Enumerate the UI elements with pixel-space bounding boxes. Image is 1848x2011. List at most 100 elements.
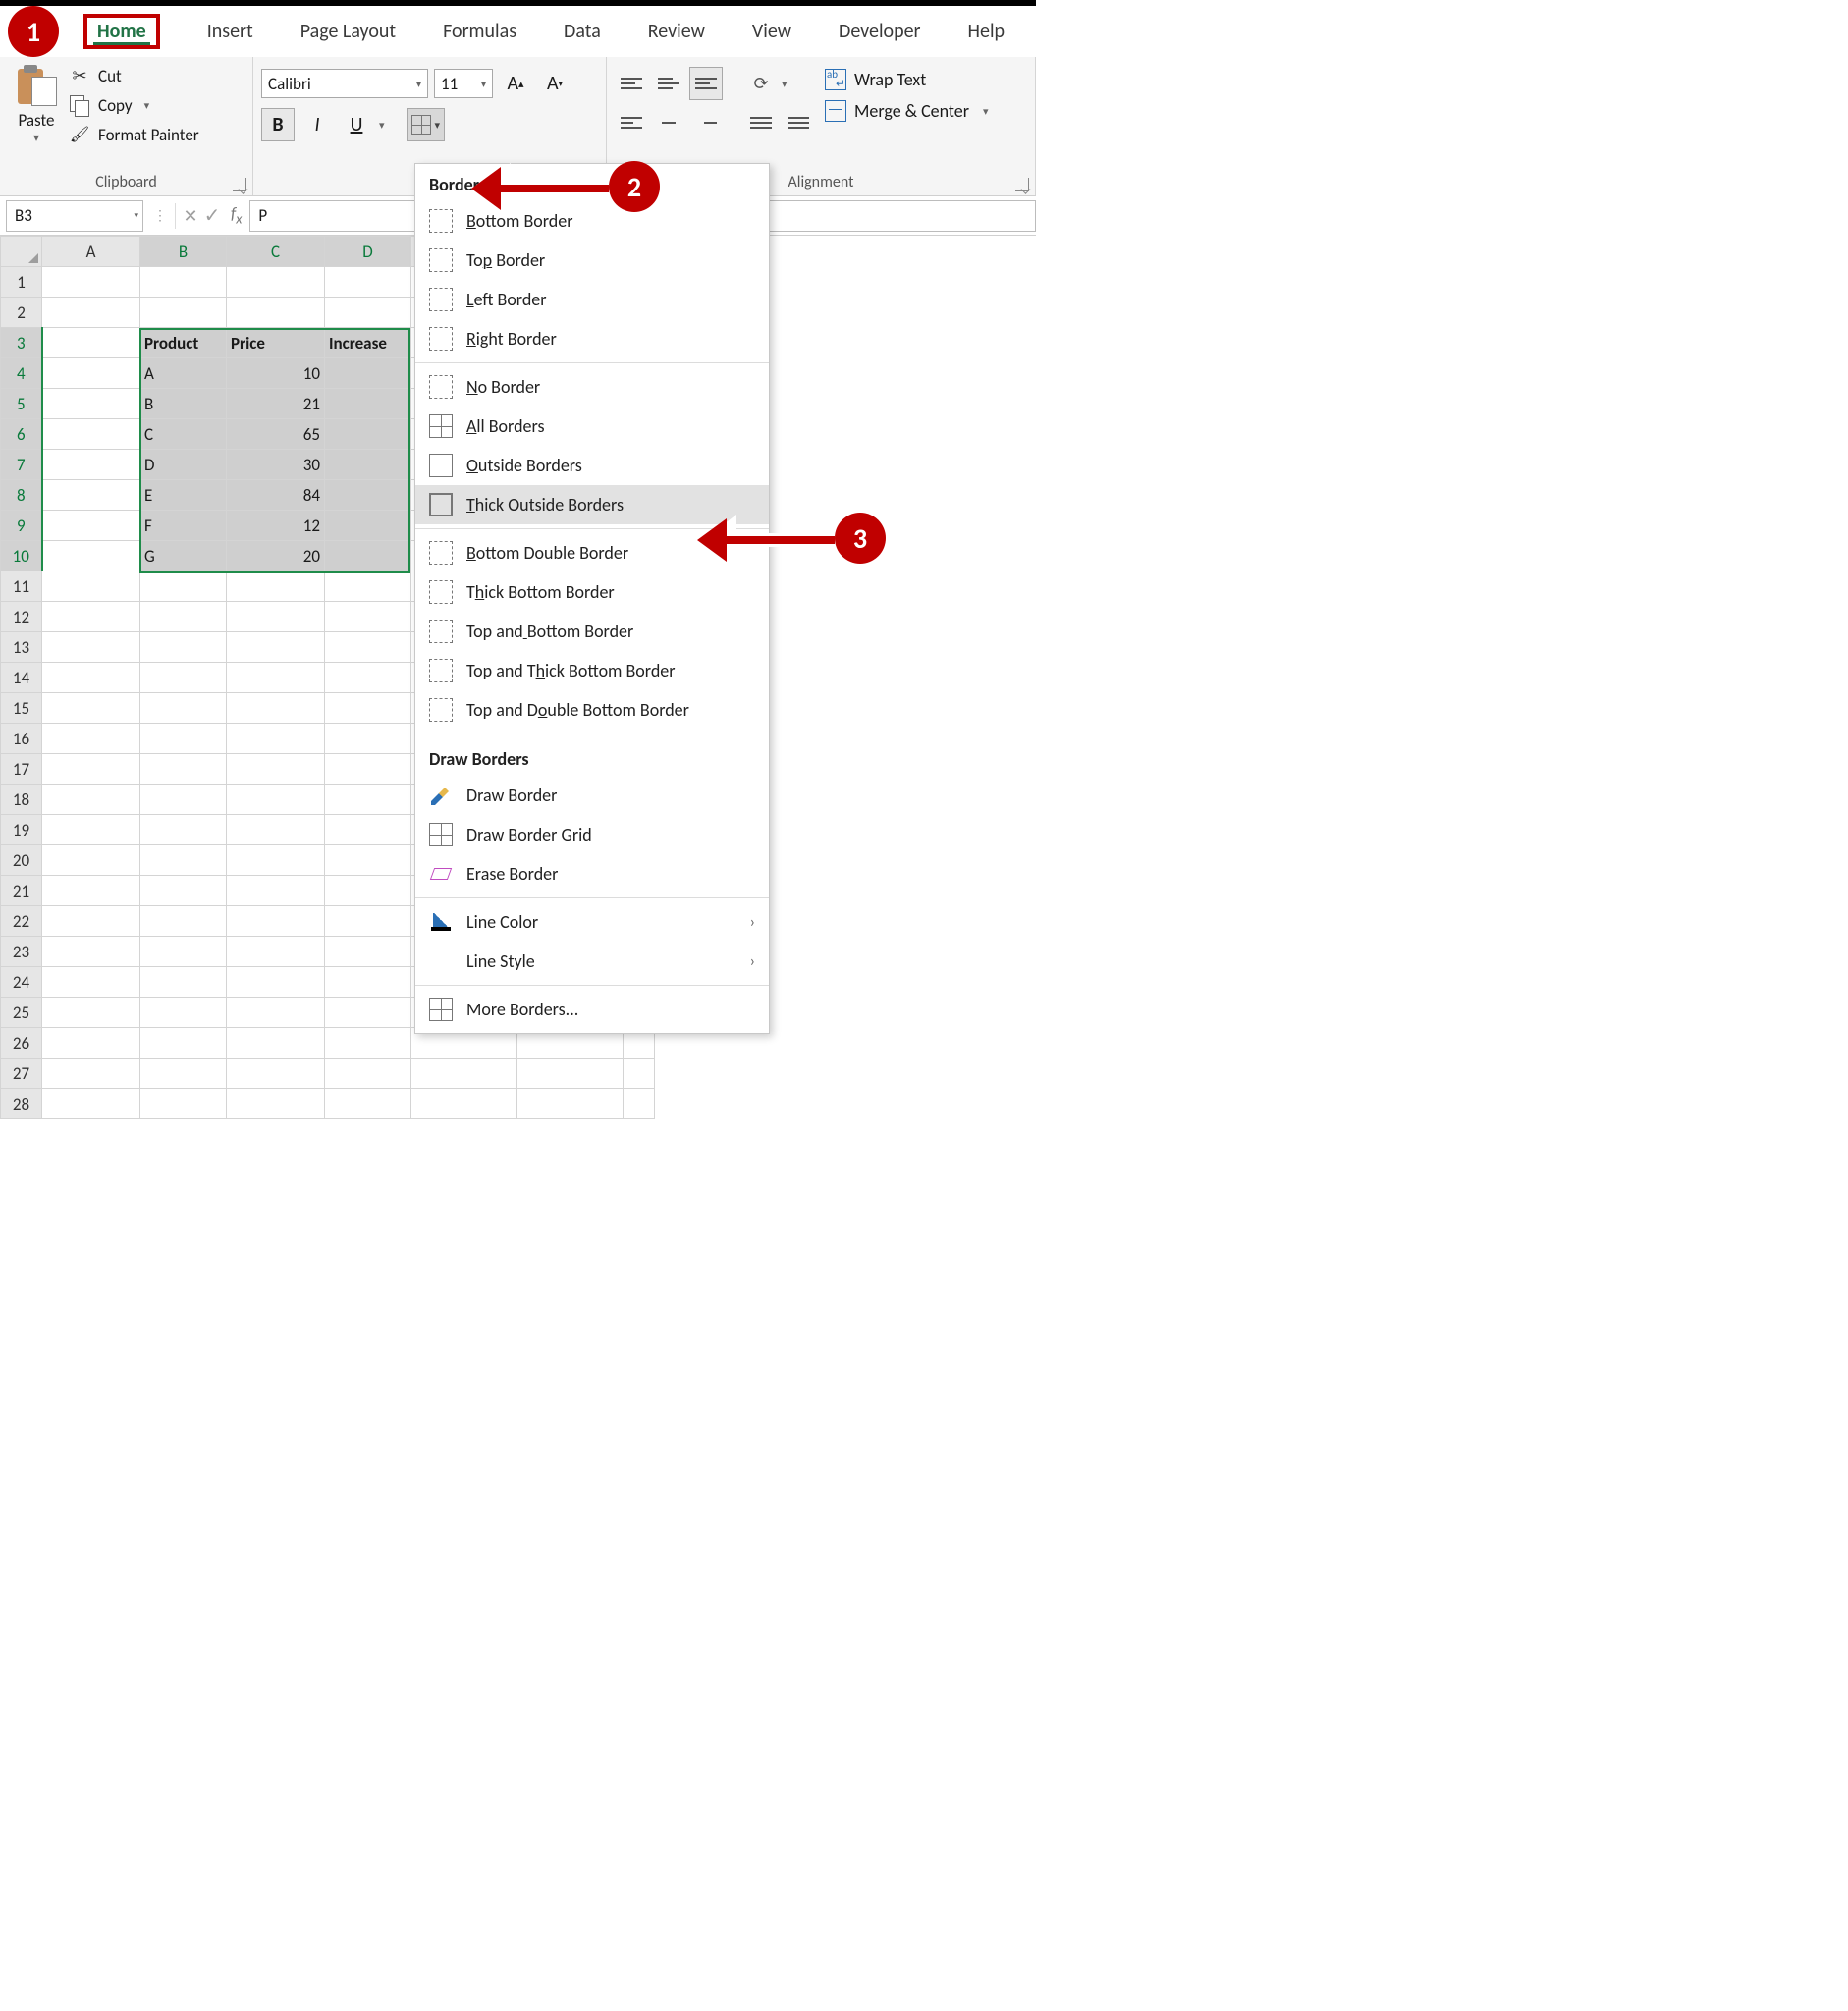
row-header[interactable]: 14 [1,663,42,693]
row-header[interactable]: 24 [1,967,42,998]
menu-item-line-color[interactable]: Line Color› [415,902,769,942]
cell[interactable] [325,602,411,632]
cell[interactable] [517,1089,624,1119]
cell[interactable] [227,571,325,602]
cell[interactable] [42,1028,140,1059]
row-header[interactable]: 25 [1,998,42,1028]
cell[interactable] [140,693,227,724]
cell[interactable] [140,663,227,693]
tab-view[interactable]: View [752,20,791,43]
cell[interactable] [227,1028,325,1059]
cell[interactable] [42,419,140,450]
cell[interactable] [42,450,140,480]
align-center-button[interactable] [652,106,685,139]
align-left-button[interactable] [615,106,648,139]
menu-item-all[interactable]: All Borders [415,407,769,446]
cell[interactable] [325,967,411,998]
cell[interactable] [42,876,140,906]
menu-item-thick-bottom[interactable]: Thick Bottom Border [415,572,769,612]
row-header[interactable]: 13 [1,632,42,663]
cell[interactable]: F [140,511,227,541]
cell[interactable] [325,1089,411,1119]
row-header[interactable]: 27 [1,1059,42,1089]
cell[interactable] [42,815,140,845]
col-header[interactable]: C [227,237,325,267]
borders-button[interactable]: ▾ [407,108,446,141]
font-name-combo[interactable]: Calibri▾ [261,69,428,98]
cell[interactable] [624,1089,655,1119]
cell[interactable] [42,358,140,389]
menu-item-left[interactable]: Left Border [415,280,769,319]
cell[interactable] [325,815,411,845]
cell[interactable] [140,1089,227,1119]
align-right-button[interactable] [689,106,723,139]
row-header[interactable]: 3 [1,328,42,358]
cell[interactable] [325,267,411,298]
orientation-button[interactable] [744,67,778,100]
cell[interactable] [227,267,325,298]
cell[interactable] [42,1089,140,1119]
cell[interactable] [325,298,411,328]
cell[interactable] [227,906,325,937]
row-header[interactable]: 28 [1,1089,42,1119]
cell[interactable] [140,1059,227,1089]
row-header[interactable]: 16 [1,724,42,754]
row-header[interactable]: 4 [1,358,42,389]
row-header[interactable]: 9 [1,511,42,541]
menu-item-more-borders[interactable]: More Borders... [415,990,769,1029]
cell[interactable] [227,1059,325,1089]
select-all-corner[interactable] [1,237,42,267]
tab-help[interactable]: Help [968,20,1006,43]
cell[interactable] [140,845,227,876]
row-header[interactable]: 10 [1,541,42,571]
cell[interactable] [227,785,325,815]
col-header[interactable]: A [42,237,140,267]
cell[interactable] [42,298,140,328]
cell[interactable] [140,937,227,967]
cell[interactable] [42,632,140,663]
cell[interactable] [42,754,140,785]
accept-formula-button[interactable]: ✓ [201,203,223,228]
cell[interactable] [42,1059,140,1089]
cell[interactable]: 12 [227,511,325,541]
menu-item-draw-border-grid[interactable]: Draw Border Grid [415,815,769,854]
cell[interactable] [42,967,140,998]
cell[interactable] [227,632,325,663]
menu-item-none[interactable]: No Border [415,367,769,407]
tab-page-layout[interactable]: Page Layout [300,20,396,43]
fx-icon[interactable]: fx [231,203,242,227]
row-header[interactable]: 20 [1,845,42,876]
cell[interactable] [42,602,140,632]
cell[interactable] [325,724,411,754]
cell[interactable] [411,1059,517,1089]
menu-item-erase-border[interactable]: Erase Border [415,854,769,894]
cell[interactable] [227,876,325,906]
row-header[interactable]: 1 [1,267,42,298]
cell[interactable]: B [140,389,227,419]
alignment-dialog-launcher-icon[interactable] [1015,178,1029,191]
tab-home[interactable]: Home [83,14,160,49]
cell[interactable] [140,967,227,998]
format-painter-button[interactable]: Format Painter [69,124,199,145]
cell[interactable] [227,663,325,693]
cell[interactable] [140,906,227,937]
cell[interactable] [325,571,411,602]
cell[interactable] [227,845,325,876]
cell[interactable] [227,602,325,632]
cell[interactable] [140,998,227,1028]
cell[interactable] [325,1059,411,1089]
cell[interactable] [325,1028,411,1059]
cell[interactable] [325,419,411,450]
align-bottom-button[interactable] [689,67,723,100]
cell[interactable] [325,785,411,815]
row-header[interactable]: 2 [1,298,42,328]
cell[interactable] [325,541,411,571]
row-header[interactable]: 12 [1,602,42,632]
cell[interactable] [140,602,227,632]
cell[interactable] [42,511,140,541]
row-header[interactable]: 8 [1,480,42,511]
align-middle-button[interactable] [652,67,685,100]
row-header[interactable]: 6 [1,419,42,450]
cell[interactable] [42,541,140,571]
menu-item-line-style[interactable]: Line Style› [415,942,769,981]
